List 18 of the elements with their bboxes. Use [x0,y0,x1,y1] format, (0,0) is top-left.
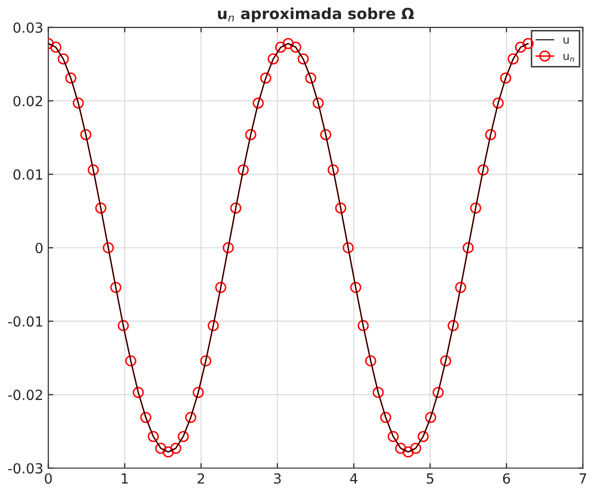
x-tick-label: 7 [580,473,586,484]
y-tick-label: 0.02 [13,96,42,106]
x-tick-label: 2 [198,473,204,484]
x-tick-label: 3 [274,473,281,484]
x-tick-label: 0 [44,473,52,484]
y-tick-label: -0.01 [8,316,42,327]
x-tick-label: 5 [426,473,434,484]
y-tick-label: 0.01 [13,169,42,180]
legend-label: u [564,37,569,44]
x-tick-label: 4 [350,473,358,484]
y-tick-label: 0 [36,242,43,254]
y-tick-label: -0.02 [8,390,42,400]
legend-label: u$_{n}$ [564,54,574,62]
x-tick-label: 1 [122,473,128,484]
y-tick-label: 0.03 [13,22,42,33]
y-tick-label: -0.03 [8,463,42,474]
x-tick-label: 6 [503,473,510,484]
chart-title: u$_{n}$ aproximada sobre Ω [218,7,414,22]
